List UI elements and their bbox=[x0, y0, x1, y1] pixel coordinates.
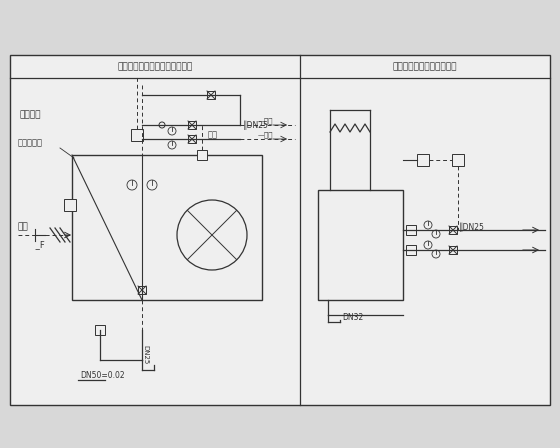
Bar bbox=[318, 190, 403, 300]
Circle shape bbox=[432, 230, 440, 238]
Text: —给水: —给水 bbox=[258, 118, 273, 124]
Circle shape bbox=[177, 200, 247, 270]
Circle shape bbox=[168, 141, 176, 149]
Text: ║DN25: ║DN25 bbox=[459, 222, 485, 232]
Bar bbox=[449, 246, 457, 254]
Bar bbox=[449, 226, 457, 234]
Circle shape bbox=[159, 122, 165, 128]
Text: DN32: DN32 bbox=[342, 314, 363, 323]
Circle shape bbox=[127, 180, 137, 190]
Bar bbox=[417, 154, 429, 166]
Bar bbox=[72, 155, 262, 300]
Circle shape bbox=[424, 221, 432, 229]
Text: 温度传感器: 温度传感器 bbox=[18, 138, 43, 147]
Text: 送风: 送风 bbox=[208, 130, 218, 139]
Bar bbox=[131, 129, 143, 141]
Bar bbox=[207, 91, 215, 99]
Bar bbox=[10, 55, 550, 405]
Text: _F: _F bbox=[33, 241, 45, 250]
Circle shape bbox=[432, 250, 440, 258]
Text: —排水: —排水 bbox=[258, 132, 273, 138]
Text: 回风: 回风 bbox=[18, 223, 29, 232]
Text: 空调机房: 空调机房 bbox=[20, 111, 41, 120]
Text: ║DN25: ║DN25 bbox=[243, 120, 269, 130]
Text: DN25: DN25 bbox=[142, 345, 148, 364]
Text: 新风空调器控制及接管方式: 新风空调器控制及接管方式 bbox=[393, 63, 458, 72]
Bar bbox=[64, 199, 76, 211]
Circle shape bbox=[168, 127, 176, 135]
Circle shape bbox=[424, 241, 432, 249]
Bar bbox=[95, 325, 105, 335]
Circle shape bbox=[147, 180, 157, 190]
Bar bbox=[406, 225, 416, 235]
Bar bbox=[138, 286, 146, 294]
Bar bbox=[406, 245, 416, 255]
Text: DN50=0.02: DN50=0.02 bbox=[80, 370, 125, 379]
Text: 卧、立式空调器控制及接管方式: 卧、立式空调器控制及接管方式 bbox=[118, 63, 193, 72]
Bar bbox=[197, 150, 207, 160]
Bar bbox=[188, 135, 196, 143]
Bar bbox=[452, 154, 464, 166]
Bar bbox=[188, 121, 196, 129]
